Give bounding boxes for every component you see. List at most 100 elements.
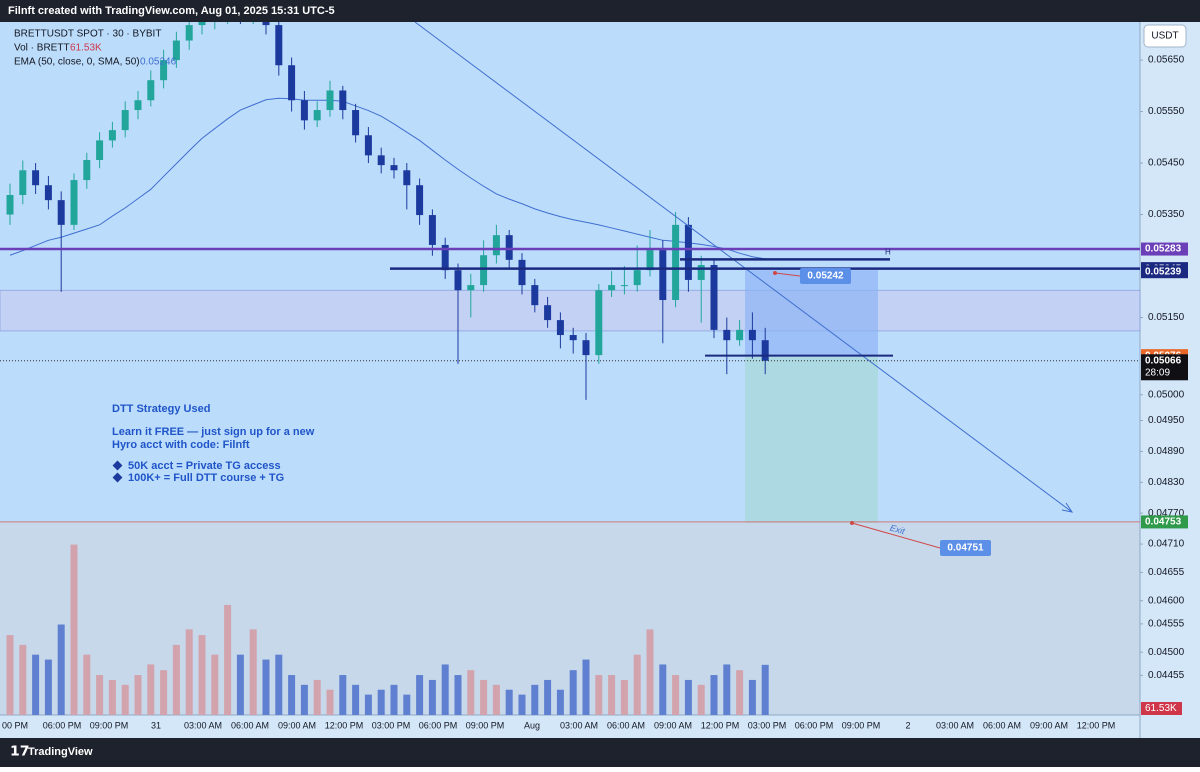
x-tick-label: 2 bbox=[905, 720, 910, 730]
volume-value: 61.53K bbox=[70, 43, 102, 54]
position-label-box bbox=[800, 268, 851, 284]
connector bbox=[774, 272, 801, 277]
candle-body bbox=[134, 100, 142, 111]
exit-label: Exit bbox=[889, 523, 907, 537]
x-tick-label: 03:00 AM bbox=[184, 720, 222, 730]
candle-body bbox=[620, 285, 628, 287]
candle-body bbox=[608, 285, 616, 291]
volume-bar bbox=[659, 664, 667, 715]
volume-bar bbox=[595, 675, 603, 715]
candle-body bbox=[467, 285, 475, 291]
annotation-line: Hyro acct with code: Filnft bbox=[112, 439, 250, 451]
candle-body bbox=[633, 270, 641, 286]
y-tick-label: 0.05650 bbox=[1148, 55, 1185, 66]
volume-bar bbox=[697, 684, 705, 715]
currency-label[interactable]: USDT bbox=[1151, 31, 1178, 42]
candle-body bbox=[70, 180, 78, 225]
candle-body bbox=[339, 90, 347, 111]
volume-bar bbox=[428, 679, 436, 715]
y-tick-label: 0.04600 bbox=[1148, 595, 1185, 606]
x-tick-label: 03:00 PM bbox=[748, 720, 787, 730]
volume-bar bbox=[83, 654, 91, 715]
x-tick-label: 09:00 PM bbox=[842, 720, 881, 730]
y-tick-label: 0.05550 bbox=[1148, 106, 1185, 117]
countdown: 28:09 bbox=[1145, 367, 1170, 378]
candle-body bbox=[595, 290, 603, 356]
candle-body bbox=[275, 25, 283, 66]
y-tick-label: 0.04770 bbox=[1148, 508, 1185, 519]
volume-tag bbox=[1141, 702, 1182, 715]
connector bbox=[851, 522, 941, 549]
candle-body bbox=[185, 25, 193, 41]
volume-label: Vol · BRETT bbox=[14, 43, 70, 54]
candle-body bbox=[761, 340, 769, 361]
candle-body bbox=[518, 259, 526, 286]
x-tick-label: Aug bbox=[524, 720, 540, 730]
volume-bar bbox=[211, 654, 219, 715]
volume-bar bbox=[6, 635, 14, 715]
symbol: BRETTUSDT SPOT · 30 · BYBIT bbox=[14, 29, 161, 40]
price-tag-label: 0.04753 bbox=[1145, 517, 1182, 528]
candle-body bbox=[505, 235, 513, 260]
y-tick-label: 0.04555 bbox=[1148, 619, 1185, 630]
candle-body bbox=[492, 235, 500, 256]
candle-body bbox=[556, 320, 564, 336]
annotation-bullet: 100K+ = Full DTT course + TG bbox=[128, 472, 284, 484]
candle-body bbox=[416, 185, 424, 216]
candle-body bbox=[19, 170, 27, 195]
position-label-box bbox=[940, 540, 991, 556]
volume-bar bbox=[467, 670, 475, 715]
ema-label: EMA (50, close, 0, SMA, 50) bbox=[14, 57, 140, 68]
annotation: DTT Strategy Used Learn it FREE — just s… bbox=[112, 403, 315, 484]
candle-body bbox=[441, 244, 449, 271]
x-tick-label: 00 PM bbox=[2, 720, 28, 730]
header-bar bbox=[0, 0, 1200, 22]
candle-body bbox=[300, 100, 308, 121]
volume-bar bbox=[416, 675, 424, 715]
annotation-bullet: 50K acct = Private TG access bbox=[128, 460, 281, 472]
volume-bar bbox=[710, 675, 718, 715]
level-label: H bbox=[885, 247, 891, 256]
currency-button[interactable] bbox=[1143, 24, 1187, 48]
annotation-line: Learn it FREE — just sign up for a new bbox=[112, 426, 315, 438]
y-tick-label: 0.04655 bbox=[1148, 567, 1185, 578]
volume-bar bbox=[236, 654, 244, 715]
candle-body bbox=[121, 110, 129, 131]
volume-bar bbox=[364, 694, 372, 715]
candle-body bbox=[582, 340, 590, 356]
volume-bar bbox=[326, 689, 334, 715]
x-tick-label: 06:00 AM bbox=[607, 720, 645, 730]
x-tick-label: 09:00 AM bbox=[654, 720, 692, 730]
candle-body bbox=[531, 285, 539, 306]
price-tag-label: 0.05066 bbox=[1145, 355, 1182, 366]
volume-bar bbox=[57, 624, 65, 715]
volume-bar bbox=[352, 684, 360, 715]
y-tick-label: 0.04950 bbox=[1148, 415, 1185, 426]
volume-bar bbox=[44, 659, 52, 715]
price-tag-label: 0.05239 bbox=[1145, 266, 1182, 277]
candle-body bbox=[6, 194, 14, 215]
header-title: Filnft created with TradingView.com, Aug… bbox=[8, 5, 335, 17]
annotation-title: DTT Strategy Used bbox=[112, 403, 210, 415]
x-tick-label: 09:00 PM bbox=[466, 720, 505, 730]
price-tag bbox=[1141, 242, 1188, 256]
volume-bar bbox=[313, 679, 321, 715]
candle-body bbox=[659, 250, 667, 301]
volume-bar bbox=[288, 675, 296, 715]
marker bbox=[773, 271, 777, 275]
candle-body bbox=[288, 65, 296, 101]
x-tick-label: 03:00 PM bbox=[372, 720, 411, 730]
y-tick-label: 0.05150 bbox=[1148, 312, 1185, 323]
price-tag bbox=[1141, 515, 1188, 529]
volume-bar bbox=[403, 694, 411, 715]
footer-logo: 𝟭𝟳 bbox=[10, 743, 29, 759]
volume-bar bbox=[198, 635, 206, 715]
volume-bar bbox=[300, 684, 308, 715]
volume-bar bbox=[185, 629, 193, 715]
time-axis bbox=[0, 715, 1140, 738]
candle-body bbox=[723, 329, 731, 341]
volume-bar bbox=[70, 544, 78, 715]
candle-body bbox=[172, 40, 180, 61]
